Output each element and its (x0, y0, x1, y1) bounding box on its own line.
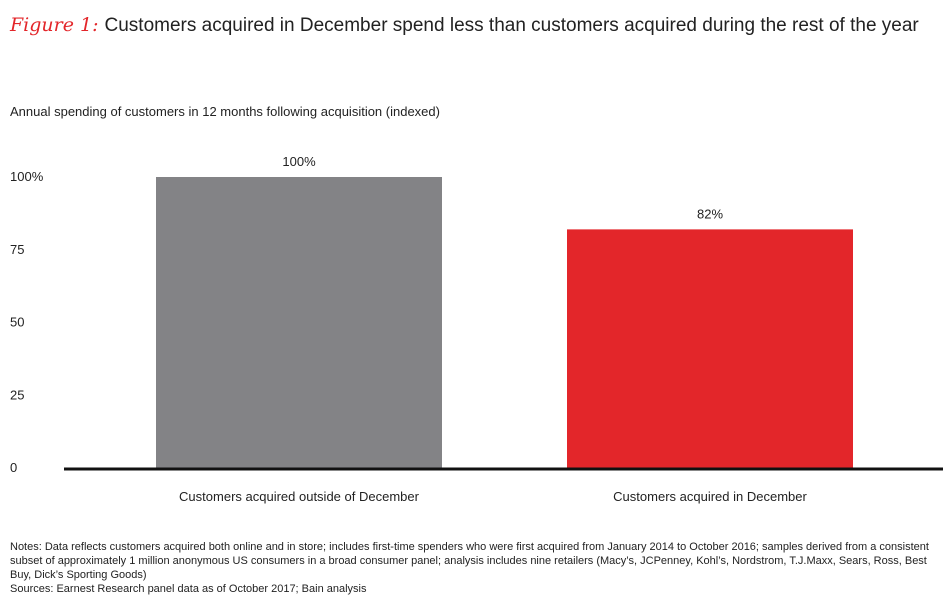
figure-label: Figure 1: (10, 14, 99, 36)
bar (567, 229, 853, 468)
y-tick-label: 25 (10, 387, 24, 402)
x-axis-labels: Customers acquired outside of December Cu… (179, 489, 807, 504)
y-tick-label: 0 (10, 460, 17, 475)
x-tick-label: Customers acquired in December (613, 489, 807, 504)
x-tick-label: Customers acquired outside of December (179, 489, 420, 504)
footer-notes: Notes: Data reflects customers acquired … (10, 540, 940, 596)
bars: 100% 82% (156, 154, 853, 468)
chart-subtitle: Annual spending of customers in 12 month… (10, 104, 440, 119)
chart-title: Figure 1: Customers acquired in December … (10, 14, 919, 37)
title-text: Customers acquired in December spend les… (104, 15, 919, 36)
y-tick-label: 100% (10, 169, 44, 184)
sources-text: Sources: Earnest Research panel data as … (10, 583, 367, 595)
y-tick-label: 75 (10, 242, 24, 257)
y-tick-label: 50 (10, 315, 24, 330)
notes-text: Notes: Data reflects customers acquired … (10, 541, 929, 581)
y-axis: 0 25 50 75 100% (10, 169, 44, 475)
bar (156, 177, 442, 468)
bar-chart: 0 25 50 75 100% 100% 82% Customers acquired o… (10, 154, 943, 504)
data-label: 100% (282, 154, 316, 169)
data-label: 82% (697, 206, 723, 221)
